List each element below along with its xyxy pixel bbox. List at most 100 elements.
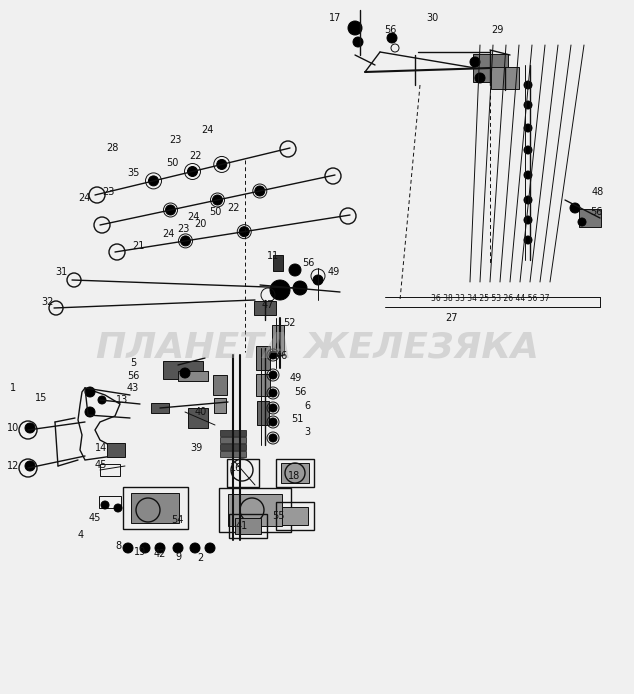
Text: 54: 54 — [171, 515, 183, 525]
Circle shape — [524, 171, 532, 179]
Bar — [100, 464, 120, 476]
Text: 49: 49 — [328, 267, 340, 277]
Circle shape — [190, 543, 200, 553]
Circle shape — [217, 160, 227, 169]
Circle shape — [524, 81, 532, 89]
Bar — [151, 403, 169, 413]
Text: 30: 30 — [426, 13, 438, 23]
Text: ПЛАНЕТА ЖЕЛЕЗЯКА: ПЛАНЕТА ЖЕЛЕЗЯКА — [96, 330, 538, 364]
Bar — [254, 301, 276, 315]
Circle shape — [524, 146, 532, 154]
Text: 4: 4 — [78, 530, 84, 540]
Text: 8: 8 — [115, 541, 121, 551]
Text: 22: 22 — [190, 151, 202, 161]
Circle shape — [239, 227, 249, 237]
Text: 56: 56 — [384, 25, 396, 35]
Circle shape — [524, 236, 532, 244]
Circle shape — [140, 543, 150, 553]
Circle shape — [165, 205, 176, 215]
Text: 16: 16 — [230, 463, 242, 473]
Text: 56: 56 — [590, 207, 602, 217]
Circle shape — [212, 195, 223, 205]
Text: 29: 29 — [491, 25, 503, 35]
Bar — [219, 488, 291, 532]
Bar — [276, 502, 314, 530]
Bar — [122, 487, 188, 529]
Bar — [131, 493, 179, 523]
Circle shape — [269, 389, 277, 397]
Circle shape — [98, 396, 106, 404]
Text: 45: 45 — [95, 460, 107, 470]
Circle shape — [570, 203, 580, 213]
Circle shape — [85, 407, 95, 417]
Text: 50: 50 — [209, 207, 221, 217]
Circle shape — [114, 504, 122, 512]
Circle shape — [475, 73, 485, 83]
Text: 12: 12 — [7, 461, 19, 471]
Text: 22: 22 — [228, 203, 240, 213]
Text: 20: 20 — [194, 219, 206, 229]
Bar — [272, 325, 284, 355]
Bar — [256, 374, 270, 396]
Bar — [472, 54, 507, 82]
Bar — [282, 507, 308, 525]
Text: 9: 9 — [175, 552, 181, 562]
Text: 24: 24 — [201, 125, 213, 135]
Text: 55: 55 — [272, 511, 284, 521]
Text: 11: 11 — [267, 251, 279, 261]
Text: 3: 3 — [304, 427, 310, 437]
Text: 21: 21 — [132, 241, 144, 251]
Circle shape — [578, 218, 586, 226]
Bar — [178, 371, 208, 381]
Text: 31: 31 — [55, 267, 67, 277]
Text: 24: 24 — [78, 193, 90, 203]
Text: 14: 14 — [95, 443, 107, 453]
Circle shape — [180, 368, 190, 378]
Bar — [188, 408, 208, 428]
Text: 18: 18 — [288, 471, 300, 481]
Bar — [99, 496, 121, 508]
Bar — [220, 437, 246, 443]
Circle shape — [25, 461, 35, 471]
Bar — [281, 463, 309, 483]
Text: 56: 56 — [302, 258, 314, 268]
Text: 1: 1 — [10, 383, 16, 393]
Bar — [227, 459, 259, 487]
Circle shape — [148, 176, 158, 186]
Bar — [163, 361, 203, 379]
Circle shape — [348, 21, 362, 35]
Text: 23: 23 — [102, 187, 114, 197]
Circle shape — [470, 57, 480, 67]
Circle shape — [293, 281, 307, 295]
Text: 41: 41 — [236, 521, 248, 531]
Bar — [235, 518, 261, 534]
Text: 42: 42 — [154, 549, 166, 559]
Text: 49: 49 — [290, 373, 302, 383]
Circle shape — [101, 501, 109, 509]
Text: 13: 13 — [116, 395, 128, 405]
Bar — [214, 398, 226, 412]
Circle shape — [255, 186, 265, 196]
Text: 17: 17 — [329, 13, 341, 23]
Text: 27: 27 — [446, 313, 458, 323]
Text: 6: 6 — [304, 401, 310, 411]
Circle shape — [205, 543, 215, 553]
Bar — [220, 451, 246, 457]
Text: 2: 2 — [197, 553, 203, 563]
Text: 56: 56 — [294, 387, 306, 397]
Circle shape — [270, 280, 290, 300]
Text: 5: 5 — [130, 358, 136, 368]
Circle shape — [173, 543, 183, 553]
Text: 28: 28 — [106, 143, 118, 153]
Text: 52: 52 — [283, 318, 295, 328]
Bar — [273, 255, 283, 271]
Text: 36 38 33 34 25 53 26 44 56 37: 36 38 33 34 25 53 26 44 56 37 — [430, 294, 549, 303]
Circle shape — [155, 543, 165, 553]
Bar — [257, 401, 269, 425]
Text: 23: 23 — [169, 135, 181, 145]
Circle shape — [524, 216, 532, 224]
Circle shape — [353, 37, 363, 47]
Text: 56: 56 — [127, 371, 139, 381]
Bar — [229, 514, 267, 538]
Circle shape — [289, 264, 301, 276]
